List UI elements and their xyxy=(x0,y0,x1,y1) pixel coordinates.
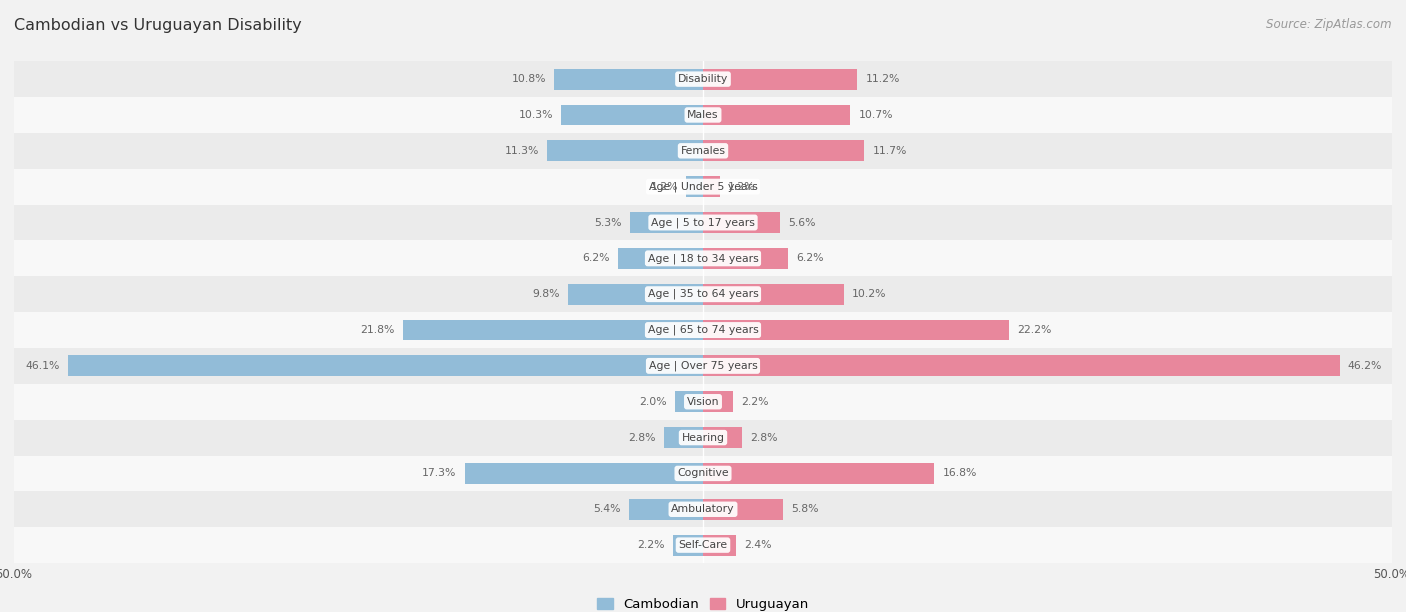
Text: 1.2%: 1.2% xyxy=(728,182,755,192)
Bar xyxy=(14,241,1392,276)
Bar xyxy=(703,140,865,161)
Bar xyxy=(675,391,703,412)
Bar xyxy=(14,420,1392,455)
Bar xyxy=(617,248,703,269)
Bar xyxy=(14,169,1392,204)
Text: 2.8%: 2.8% xyxy=(749,433,778,442)
Bar xyxy=(67,356,703,376)
Bar xyxy=(703,319,1010,340)
Text: Age | Over 75 years: Age | Over 75 years xyxy=(648,360,758,371)
Bar xyxy=(14,527,1392,563)
Bar xyxy=(14,276,1392,312)
Bar xyxy=(14,61,1392,97)
Text: Females: Females xyxy=(681,146,725,156)
Text: Age | 65 to 74 years: Age | 65 to 74 years xyxy=(648,325,758,335)
Legend: Cambodian, Uruguayan: Cambodian, Uruguayan xyxy=(592,593,814,612)
Text: 1.2%: 1.2% xyxy=(651,182,678,192)
Bar xyxy=(14,491,1392,527)
Text: Self-Care: Self-Care xyxy=(679,540,727,550)
Text: Disability: Disability xyxy=(678,74,728,84)
Text: Age | 5 to 17 years: Age | 5 to 17 years xyxy=(651,217,755,228)
Text: Vision: Vision xyxy=(686,397,720,407)
Text: Hearing: Hearing xyxy=(682,433,724,442)
Text: 21.8%: 21.8% xyxy=(360,325,394,335)
Text: 46.2%: 46.2% xyxy=(1348,361,1382,371)
Bar xyxy=(14,133,1392,169)
Bar xyxy=(703,284,844,305)
Bar xyxy=(703,391,734,412)
Bar xyxy=(703,535,737,556)
Text: 5.3%: 5.3% xyxy=(595,217,621,228)
Text: 6.2%: 6.2% xyxy=(797,253,824,263)
Bar xyxy=(402,319,703,340)
Bar xyxy=(568,284,703,305)
Bar xyxy=(14,204,1392,241)
Bar xyxy=(14,455,1392,491)
Bar xyxy=(703,427,741,448)
Text: Age | 18 to 34 years: Age | 18 to 34 years xyxy=(648,253,758,264)
Bar xyxy=(703,69,858,89)
Bar xyxy=(686,176,703,197)
Text: Cognitive: Cognitive xyxy=(678,468,728,479)
Text: 10.2%: 10.2% xyxy=(852,289,886,299)
Bar xyxy=(703,499,783,520)
Text: 22.2%: 22.2% xyxy=(1017,325,1052,335)
Bar xyxy=(630,212,703,233)
Text: 10.8%: 10.8% xyxy=(512,74,546,84)
Text: Age | 35 to 64 years: Age | 35 to 64 years xyxy=(648,289,758,299)
Bar xyxy=(703,176,720,197)
Text: 16.8%: 16.8% xyxy=(943,468,977,479)
Text: 2.2%: 2.2% xyxy=(637,540,665,550)
Bar xyxy=(561,105,703,125)
Bar xyxy=(672,535,703,556)
Bar xyxy=(703,212,780,233)
Bar xyxy=(14,348,1392,384)
Bar xyxy=(554,69,703,89)
Bar xyxy=(628,499,703,520)
Text: 11.7%: 11.7% xyxy=(873,146,907,156)
Bar xyxy=(464,463,703,484)
Text: 11.2%: 11.2% xyxy=(866,74,900,84)
Bar xyxy=(703,463,935,484)
Text: 46.1%: 46.1% xyxy=(25,361,59,371)
Bar xyxy=(14,384,1392,420)
Text: 17.3%: 17.3% xyxy=(422,468,457,479)
Text: Source: ZipAtlas.com: Source: ZipAtlas.com xyxy=(1267,18,1392,31)
Text: 2.8%: 2.8% xyxy=(628,433,657,442)
Bar xyxy=(14,97,1392,133)
Text: 5.4%: 5.4% xyxy=(593,504,620,514)
Text: Age | Under 5 years: Age | Under 5 years xyxy=(648,181,758,192)
Bar xyxy=(14,312,1392,348)
Text: Ambulatory: Ambulatory xyxy=(671,504,735,514)
Text: 10.7%: 10.7% xyxy=(859,110,893,120)
Text: Cambodian vs Uruguayan Disability: Cambodian vs Uruguayan Disability xyxy=(14,18,302,34)
Text: 5.6%: 5.6% xyxy=(789,217,815,228)
Text: 9.8%: 9.8% xyxy=(533,289,560,299)
Text: 11.3%: 11.3% xyxy=(505,146,538,156)
Text: 2.0%: 2.0% xyxy=(640,397,668,407)
Bar xyxy=(547,140,703,161)
Text: 10.3%: 10.3% xyxy=(519,110,553,120)
Text: 2.2%: 2.2% xyxy=(741,397,769,407)
Text: 5.8%: 5.8% xyxy=(792,504,818,514)
Text: 6.2%: 6.2% xyxy=(582,253,609,263)
Bar xyxy=(703,356,1340,376)
Text: 2.4%: 2.4% xyxy=(744,540,772,550)
Bar xyxy=(703,105,851,125)
Bar xyxy=(665,427,703,448)
Bar xyxy=(703,248,789,269)
Text: Males: Males xyxy=(688,110,718,120)
